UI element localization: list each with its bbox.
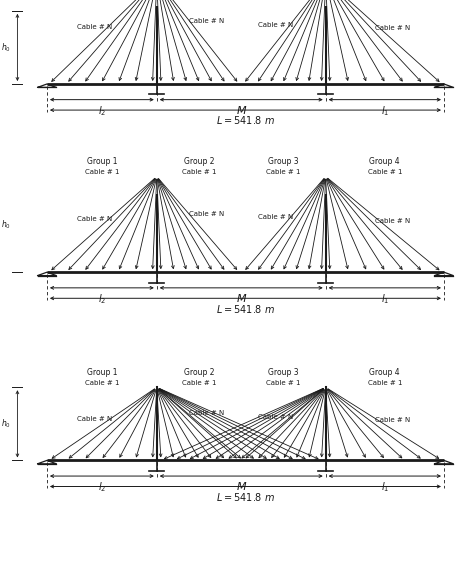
Text: $M$: $M$ bbox=[236, 480, 247, 492]
Text: Group 2: Group 2 bbox=[184, 157, 214, 166]
Text: Cable # 1: Cable # 1 bbox=[367, 169, 402, 175]
Text: Cable # N: Cable # N bbox=[374, 417, 410, 424]
Text: Cable # 1: Cable # 1 bbox=[266, 169, 301, 175]
Text: Cable # 1: Cable # 1 bbox=[266, 379, 301, 386]
Text: $l_2$: $l_2$ bbox=[98, 104, 106, 118]
Text: $l_2$: $l_2$ bbox=[98, 480, 106, 494]
Text: Cable # N: Cable # N bbox=[77, 216, 112, 222]
Text: Cable # N: Cable # N bbox=[189, 411, 224, 416]
Text: $h_0$: $h_0$ bbox=[1, 418, 11, 430]
Text: Group 4: Group 4 bbox=[370, 368, 400, 377]
Text: $M$: $M$ bbox=[236, 292, 247, 304]
Text: Cable # 1: Cable # 1 bbox=[367, 379, 402, 386]
Text: Cable # N: Cable # N bbox=[77, 416, 112, 422]
Text: Cable # 1: Cable # 1 bbox=[182, 169, 216, 175]
Text: $h_0$: $h_0$ bbox=[1, 41, 11, 54]
Text: $l_1$: $l_1$ bbox=[381, 480, 389, 494]
Text: Cable # 1: Cable # 1 bbox=[85, 169, 119, 175]
Text: Cable # N: Cable # N bbox=[189, 211, 224, 217]
Text: Group 3: Group 3 bbox=[268, 157, 299, 166]
Text: Cable # 1: Cable # 1 bbox=[85, 379, 119, 386]
Text: $M$: $M$ bbox=[236, 104, 247, 116]
Text: Group 1: Group 1 bbox=[87, 157, 117, 166]
Text: Group 3: Group 3 bbox=[268, 368, 299, 377]
Text: Cable # N: Cable # N bbox=[374, 26, 410, 31]
Text: $h_T$: $h_T$ bbox=[0, 0, 11, 2]
Text: Cable # N: Cable # N bbox=[258, 214, 294, 221]
Text: $L = 541.8\ m$: $L = 541.8\ m$ bbox=[216, 491, 275, 503]
Text: Cable # N: Cable # N bbox=[189, 18, 224, 24]
Text: Group 2: Group 2 bbox=[184, 368, 214, 377]
Text: $l_1$: $l_1$ bbox=[381, 104, 389, 118]
Text: $L = 541.8\ m$: $L = 541.8\ m$ bbox=[216, 115, 275, 126]
Text: $l_1$: $l_1$ bbox=[381, 292, 389, 306]
Text: Group 1: Group 1 bbox=[87, 368, 117, 377]
Text: Cable # N: Cable # N bbox=[258, 22, 294, 28]
Text: $h_0$: $h_0$ bbox=[1, 218, 11, 231]
Text: $L = 541.8\ m$: $L = 541.8\ m$ bbox=[216, 303, 275, 315]
Text: Cable # N: Cable # N bbox=[77, 24, 112, 29]
Text: $l_2$: $l_2$ bbox=[98, 292, 106, 306]
Text: Cable # N: Cable # N bbox=[374, 218, 410, 224]
Text: Cable # 1: Cable # 1 bbox=[182, 379, 216, 386]
Text: Cable # N: Cable # N bbox=[258, 414, 294, 420]
Text: Group 4: Group 4 bbox=[370, 157, 400, 166]
